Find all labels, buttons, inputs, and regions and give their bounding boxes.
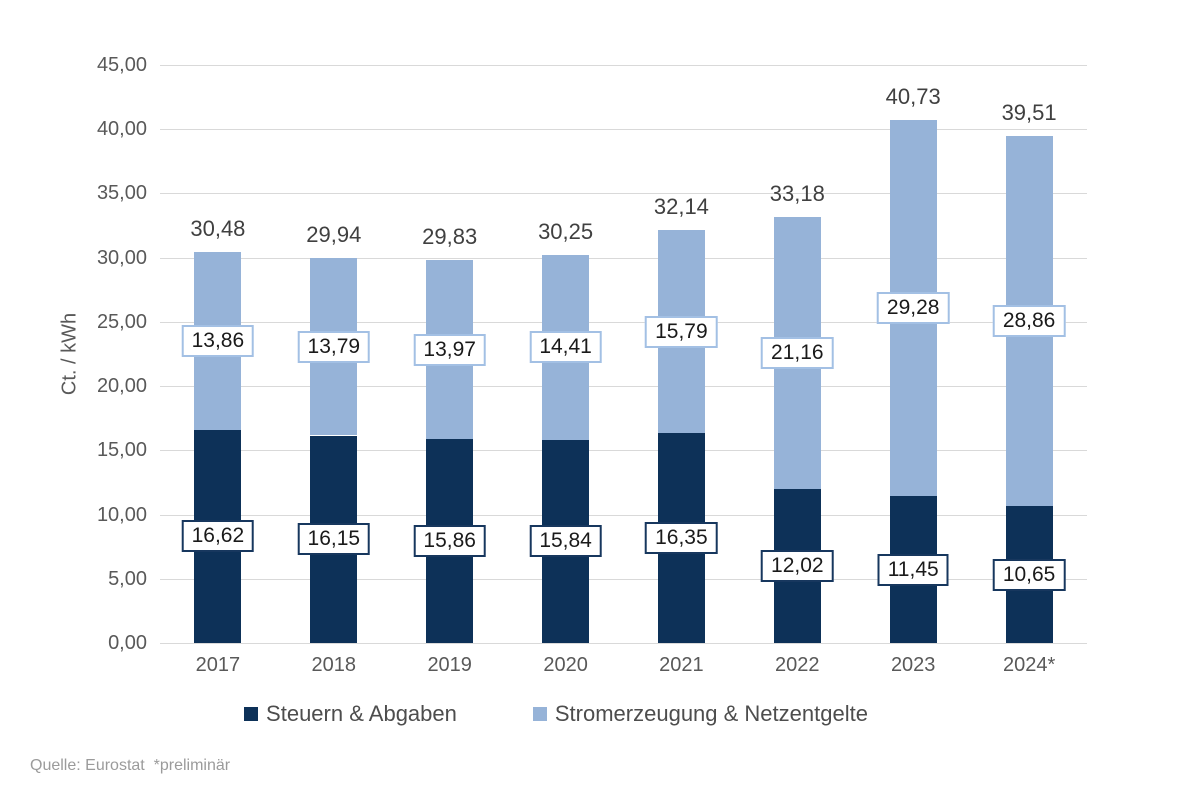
total-label: 29,94 (306, 222, 362, 248)
value-label-steuern: 15,84 (529, 525, 602, 558)
total-label: 30,25 (538, 218, 594, 244)
gridline (160, 65, 1087, 66)
total-label: 32,14 (653, 194, 709, 220)
value-label-steuern: 11,45 (877, 553, 949, 586)
value-label-steuern: 16,62 (181, 520, 255, 553)
y-tick-label: 30,00 (96, 246, 147, 269)
y-tick-label: 15,00 (96, 439, 147, 462)
legend-swatch-steuern-icon (244, 707, 259, 721)
x-tick-label: 2017 (195, 654, 241, 676)
total-label: 39,51 (1001, 99, 1057, 125)
x-tick-label: 2022 (775, 654, 820, 676)
legend-swatch-stromerzeugung-icon (532, 707, 547, 721)
gridline (160, 578, 1087, 580)
x-tick-label: 2021 (659, 654, 704, 676)
gridline (160, 643, 1087, 644)
y-tick-label: 20,00 (96, 375, 147, 398)
gridline (160, 129, 1087, 131)
legend-item-steuern: Steuern & Abgaben (244, 701, 457, 727)
value-label-stromerzeugung: 21,16 (761, 336, 834, 369)
value-label-steuern: 15,86 (413, 525, 486, 558)
total-label: 29,83 (422, 223, 478, 249)
value-label-stromerzeugung: 13,97 (413, 333, 486, 366)
legend-label-steuern: Steuern & Abgaben (266, 701, 457, 726)
chart-legend: Steuern & Abgaben Stromerzeugung & Netze… (0, 701, 1156, 727)
gridline (160, 514, 1087, 516)
value-label-steuern: 16,35 (645, 522, 718, 554)
gridline (160, 257, 1087, 259)
x-tick-label: 2023 (890, 654, 936, 676)
y-tick-label: 0,00 (108, 632, 147, 654)
total-label: 33,18 (769, 180, 825, 206)
gridline (160, 450, 1087, 452)
value-label-steuern: 16,15 (297, 523, 371, 556)
gridline (160, 321, 1087, 323)
source-note: Quelle: Eurostat *preliminär (30, 757, 231, 774)
y-tick-label: 10,00 (96, 503, 147, 526)
gridline (160, 193, 1087, 195)
x-tick-label: 2020 (543, 654, 588, 676)
legend-label-stromerzeugung: Stromerzeugung & Netzentgelte (554, 701, 868, 726)
value-label-steuern: 12,02 (761, 549, 834, 582)
y-tick-label: 25,00 (96, 310, 147, 333)
value-label-steuern: 10,65 (992, 558, 1066, 591)
y-tick-label: 45,00 (96, 54, 147, 76)
x-tick-label: 2018 (311, 654, 357, 676)
y-tick-label: 40,00 (96, 118, 147, 141)
y-tick-label: 5,00 (108, 567, 147, 590)
legend-item-stromerzeugung: Stromerzeugung & Netzentgelte (532, 701, 868, 727)
value-label-stromerzeugung: 15,79 (645, 315, 718, 348)
value-label-stromerzeugung: 29,28 (876, 291, 950, 324)
x-tick-label: 2019 (427, 654, 472, 676)
gridline (160, 386, 1087, 388)
value-label-stromerzeugung: 28,86 (992, 304, 1066, 337)
value-label-stromerzeugung: 14,41 (529, 331, 602, 363)
value-label-stromerzeugung: 13,79 (297, 331, 371, 363)
x-tick-label: 2024* (1002, 654, 1056, 676)
total-label: 40,73 (885, 83, 941, 109)
total-label: 30,48 (190, 215, 246, 241)
y-tick-label: 35,00 (96, 182, 147, 205)
value-label-stromerzeugung: 13,86 (181, 324, 255, 357)
